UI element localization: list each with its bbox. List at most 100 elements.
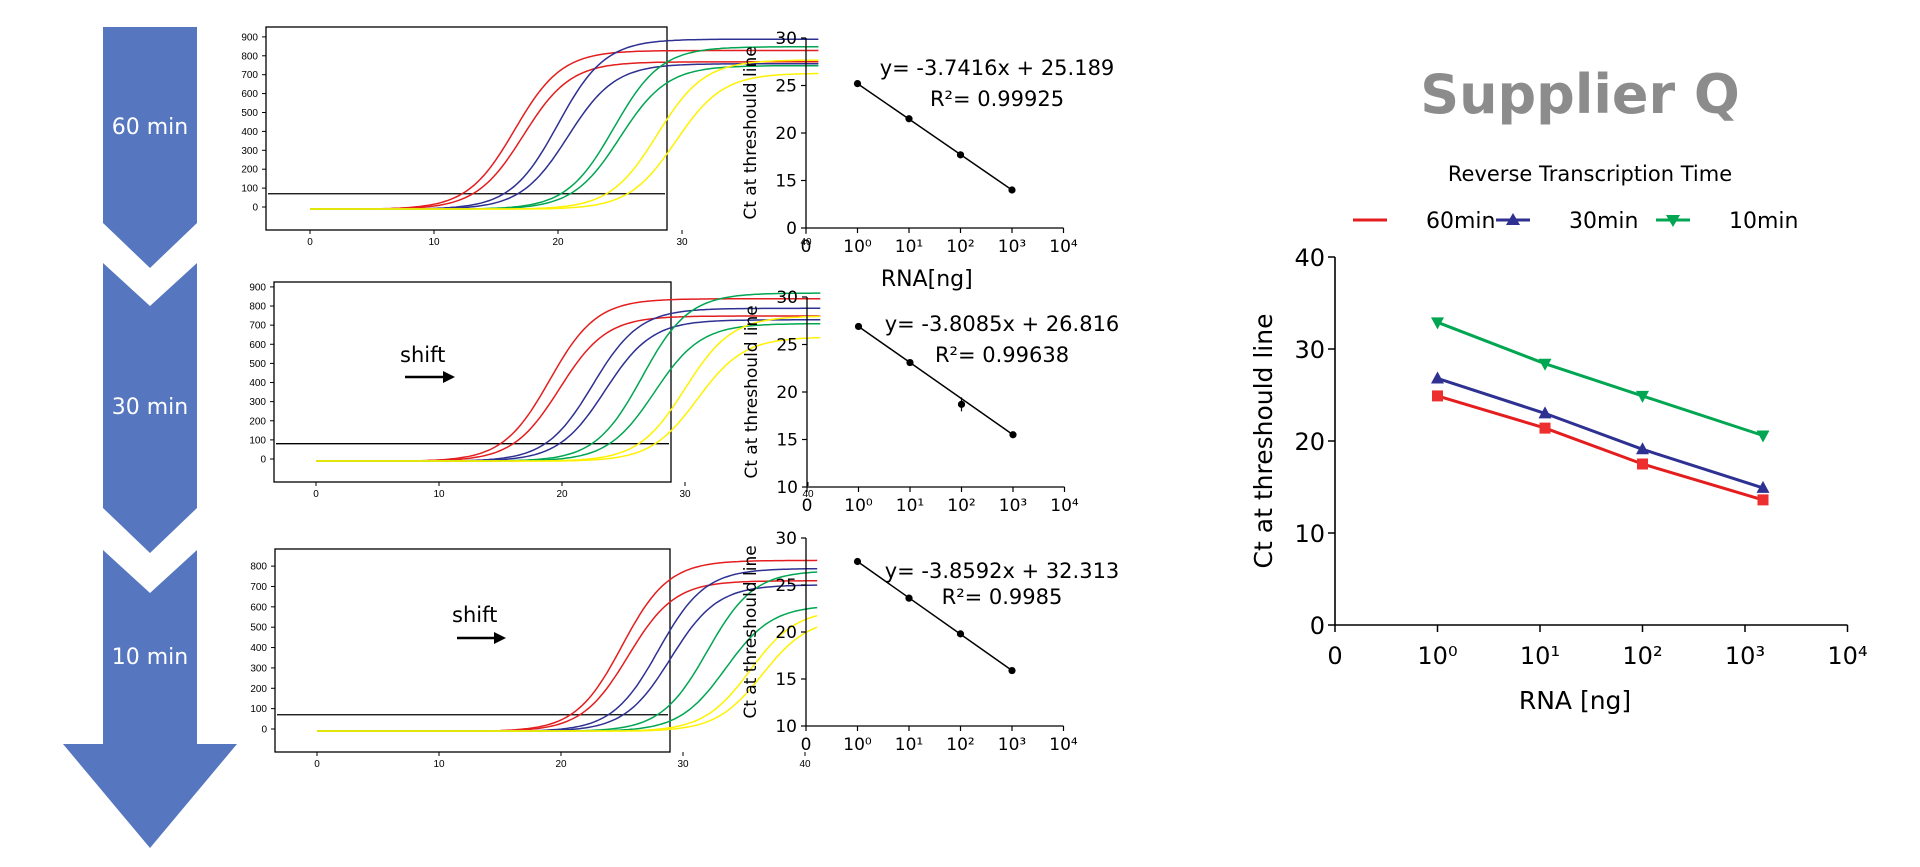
data-point-60min	[1757, 494, 1769, 506]
x-tick-label: 10²	[1622, 642, 1662, 670]
standard-curve-10min: 10 15 20 25 30 0 10⁰ 10¹ 10² 10³ 10⁴ Ct at threshou…	[741, 529, 1119, 755]
data-point-10min	[1756, 430, 1770, 443]
data-point	[905, 594, 913, 602]
data-point-60min	[1432, 390, 1443, 402]
legend-label-60min: 60min	[1426, 209, 1495, 234]
legend-label-30min: 30min	[1569, 209, 1638, 234]
x-tick-label: 10	[433, 759, 445, 770]
y-tick-label: 40	[1294, 244, 1325, 272]
shift-annotation-10: shift	[452, 603, 506, 644]
plot-frame	[273, 281, 672, 483]
y-tick-label: 500	[249, 359, 266, 370]
regression-equation: y= -3.8085x + 26.816	[885, 312, 1120, 336]
arrow-segment-60	[103, 27, 197, 268]
series-line-60min	[1437, 394, 1764, 502]
x-tick-label: 30	[676, 237, 688, 248]
y-tick-label: 15	[775, 172, 797, 192]
x-tick-label: 10³	[998, 237, 1026, 257]
y-tick-label: 800	[249, 302, 266, 313]
y-tick-label: 10	[1294, 520, 1325, 548]
y-tick-label: 10	[776, 478, 798, 498]
y-tick-label: 400	[241, 127, 258, 138]
shift-arrow-head	[494, 632, 506, 644]
x-tick-label: 20	[556, 489, 568, 500]
y-tick-label: 200	[241, 165, 258, 176]
y-tick-label: 800	[241, 51, 258, 62]
y-tick-label: 700	[249, 321, 266, 332]
x-tick-label: 10⁴	[1050, 496, 1079, 516]
fit-line	[857, 82, 1013, 191]
data-point	[1008, 666, 1016, 675]
y-tick-label: 15	[776, 431, 798, 451]
data-point-10min	[1538, 358, 1552, 371]
arrow-segment-10	[63, 550, 237, 848]
y-tick-label: 20	[775, 124, 797, 144]
regression-equation: y= -3.7416x + 25.189	[880, 56, 1115, 80]
y-tick-label: 10	[775, 717, 797, 737]
x-tick-label: 10³	[998, 735, 1026, 755]
x-tick-label: 20	[555, 759, 567, 770]
fit-line	[857, 560, 1013, 672]
x-tick-label: 0	[801, 735, 812, 755]
y-tick-label: 300	[241, 146, 258, 157]
y-tick-label: 500	[241, 108, 258, 119]
x-tick-label: 10¹	[896, 496, 924, 516]
data-point	[853, 80, 862, 88]
plot-frame	[265, 26, 668, 231]
amplification-plot-30min: 0 100 200 300 400 500 600 700 800 900 0 10 20 30 40	[249, 281, 821, 500]
y-tick-label: 20	[1294, 428, 1325, 456]
y-axis-title: Ct at threshould line	[741, 545, 761, 718]
x-tick-label: 30	[677, 759, 689, 770]
data-point	[906, 358, 914, 367]
legend-label-10min: 10min	[1729, 209, 1798, 234]
y-tick-label: 20	[775, 623, 797, 643]
stage-label-10: 10 min	[112, 645, 188, 670]
y-tick-label: 30	[775, 29, 797, 49]
shift-label: shift	[400, 343, 445, 367]
shift-label: shift	[452, 603, 497, 627]
data-point	[1009, 431, 1017, 439]
data-point	[854, 322, 863, 331]
legend-marker-10min	[1666, 215, 1680, 227]
x-tick-label: 0	[314, 759, 320, 770]
r-squared: R²= 0.99925	[930, 87, 1064, 111]
data-point-30min	[1431, 371, 1444, 384]
x-tick-label: 0	[802, 496, 813, 516]
y-tick-label: 15	[775, 670, 797, 690]
data-point-60min	[1637, 458, 1648, 470]
x-tick-label: 10²	[946, 735, 974, 755]
y-tick-label: 200	[250, 684, 267, 695]
series-line-30min	[1437, 376, 1764, 490]
amplification-curve-yellow	[316, 336, 821, 462]
x-tick-label: 10⁰	[1417, 642, 1457, 670]
stage-label-60: 60 min	[112, 115, 188, 140]
y-tick-label: 400	[250, 643, 267, 654]
x-tick-label: 10²	[947, 496, 975, 516]
regression-equation: y= -3.8592x + 32.313	[885, 559, 1120, 583]
y-tick-label: 25	[776, 336, 798, 356]
x-tick-label: 0	[307, 237, 313, 248]
data-point-10min	[1431, 317, 1444, 330]
y-tick-label: 0	[260, 455, 266, 466]
data-point	[853, 557, 862, 566]
data-point	[1008, 186, 1016, 194]
shift-annotation-30: shift	[400, 343, 455, 383]
data-point-10min	[1636, 390, 1649, 403]
legend-marker-30min	[1506, 213, 1520, 225]
legend-title: Reverse Transcription Time	[1448, 162, 1732, 186]
x-tick-label: 40	[802, 489, 814, 500]
y-tick-label: 100	[250, 704, 267, 715]
x-tick-label: 10¹	[895, 237, 923, 257]
x-tick-label: 40	[799, 759, 811, 770]
supplier-title: Supplier Q	[1420, 63, 1740, 126]
data-point	[956, 151, 965, 159]
y-tick-label: 0	[786, 219, 797, 239]
y-tick-label: 100	[241, 184, 258, 195]
x-tick-label: 0	[1327, 642, 1342, 670]
y-tick-label: 300	[249, 397, 266, 408]
x-tick-label: 10⁰	[843, 735, 872, 755]
x-tick-label: 10	[433, 489, 445, 500]
